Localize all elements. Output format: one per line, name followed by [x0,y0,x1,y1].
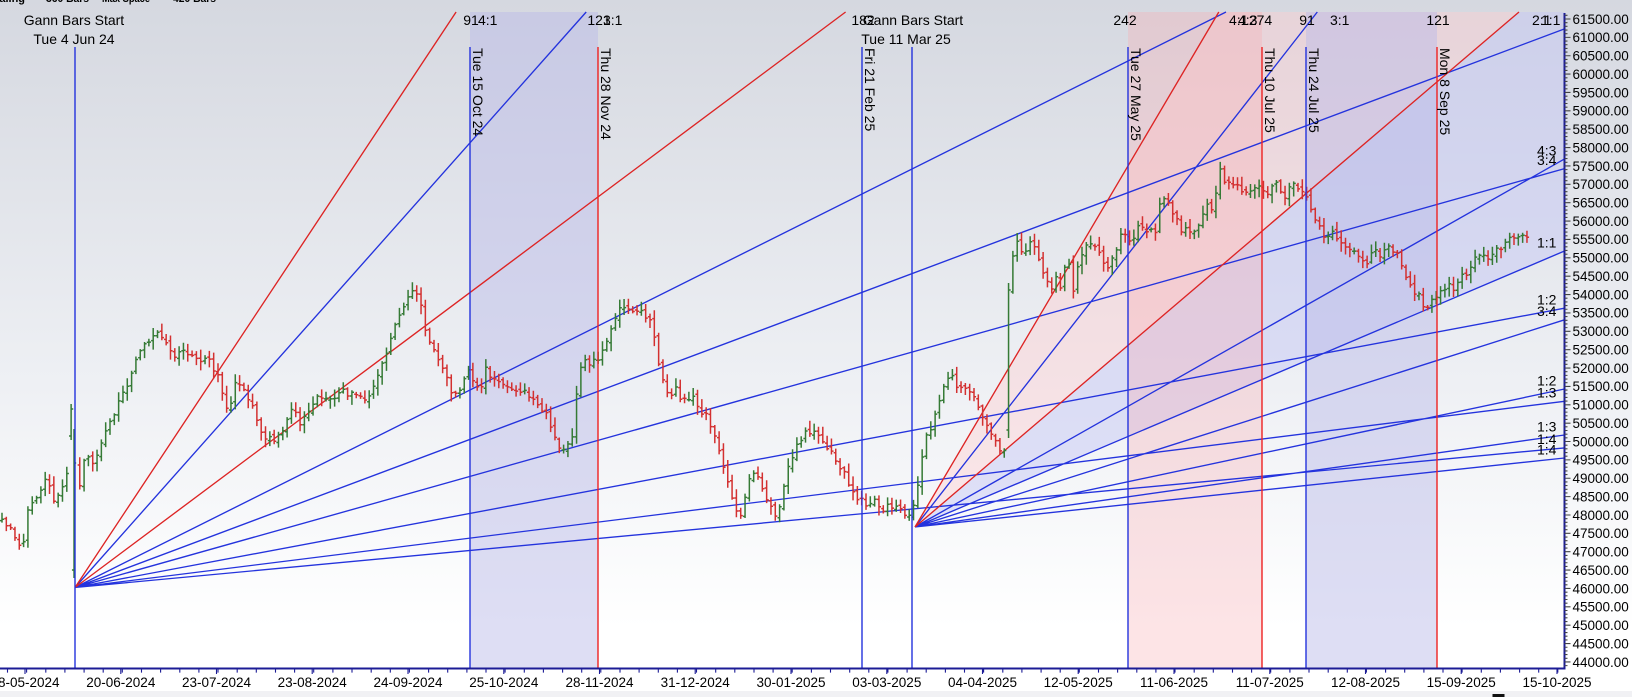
svg-text:58500.00: 58500.00 [1573,122,1629,137]
svg-text:Gann Bars Start: Gann Bars Start [24,12,124,28]
svg-text:61500.00: 61500.00 [1573,12,1629,27]
svg-text:3:4: 3:4 [1537,303,1557,319]
svg-text:Gann Bars Start: Gann Bars Start [863,12,963,28]
svg-text:30-01-2025: 30-01-2025 [756,675,825,690]
svg-text:50000.00: 50000.00 [1573,434,1629,449]
svg-text:Max Space: Max Space [102,0,150,5]
svg-text:45500.00: 45500.00 [1573,600,1629,615]
svg-text:12-05-2025: 12-05-2025 [1044,675,1113,690]
svg-text:15-10-2025: 15-10-2025 [1522,675,1591,690]
svg-text:3:4: 3:4 [1537,152,1557,168]
svg-text:51500.00: 51500.00 [1573,379,1629,394]
svg-text:47500.00: 47500.00 [1573,526,1629,541]
svg-text:Thu 10 Jul 25: Thu 10 Jul 25 [1262,48,1278,133]
svg-text:3:1: 3:1 [603,12,623,28]
svg-text:03-03-2025: 03-03-2025 [852,675,921,690]
svg-text:3:1: 3:1 [1330,12,1350,28]
svg-text:1:4: 1:4 [1537,431,1557,447]
svg-text:1:2: 1:2 [1537,373,1557,389]
svg-text:46000.00: 46000.00 [1573,581,1629,596]
svg-text:Tue 11 Mar 25: Tue 11 Mar 25 [861,31,951,47]
svg-text:57000.00: 57000.00 [1573,177,1629,192]
svg-text:48000.00: 48000.00 [1573,508,1629,523]
svg-text:121: 121 [1426,12,1450,28]
svg-text:2:1: 2:1 [1532,12,1552,28]
svg-text:52000.00: 52000.00 [1573,361,1629,376]
svg-text:Scaling: Scaling [0,0,25,5]
svg-text:54000.00: 54000.00 [1573,287,1629,302]
svg-text:Tue 27 May 25: Tue 27 May 25 [1128,48,1144,141]
svg-text:11-07-2025: 11-07-2025 [1236,675,1304,690]
svg-text:121: 121 [587,12,611,28]
svg-text:55000.00: 55000.00 [1573,251,1629,266]
svg-text:59500.00: 59500.00 [1573,85,1629,100]
svg-text:61000.00: 61000.00 [1573,30,1629,45]
svg-text:58000.00: 58000.00 [1573,140,1629,155]
svg-text:4:3: 4:3 [1238,12,1258,28]
svg-text:25-10-2024: 25-10-2024 [469,675,539,690]
svg-text:Fri 21 Feb 25: Fri 21 Feb 25 [862,48,878,131]
svg-text:56000.00: 56000.00 [1573,214,1629,229]
svg-text:60000.00: 60000.00 [1573,67,1629,82]
svg-text:55500.00: 55500.00 [1573,232,1629,247]
svg-text:47000.00: 47000.00 [1573,545,1629,560]
svg-text:20-06-2024: 20-06-2024 [86,675,156,690]
svg-text:4:3: 4:3 [1537,143,1557,159]
svg-text:50500.00: 50500.00 [1573,416,1629,431]
svg-text:420 Bars: 420 Bars [173,0,216,5]
svg-text:Mon 8 Sep 25: Mon 8 Sep 25 [1437,48,1453,135]
svg-text:56500.00: 56500.00 [1573,196,1629,211]
svg-text:52500.00: 52500.00 [1573,343,1629,358]
svg-text:31-12-2024: 31-12-2024 [661,675,731,690]
svg-text:1:2: 1:2 [1537,292,1557,308]
svg-text:23-08-2024: 23-08-2024 [278,675,348,690]
svg-text:11-06-2025: 11-06-2025 [1140,675,1208,690]
svg-text:51000.00: 51000.00 [1573,398,1629,413]
svg-text:360 Bars: 360 Bars [46,0,89,5]
svg-text:1:3: 1:3 [1537,385,1557,401]
svg-text:57500.00: 57500.00 [1573,159,1629,174]
svg-text:53500.00: 53500.00 [1573,306,1629,321]
svg-text:Tue 4 Jun 24: Tue 4 Jun 24 [33,31,114,47]
svg-text:04-04-2025: 04-04-2025 [948,675,1017,690]
svg-text:1:1: 1:1 [1537,235,1557,251]
svg-text:18-05-2024: 18-05-2024 [0,675,60,690]
svg-text:60500.00: 60500.00 [1573,49,1629,64]
svg-text:49000.00: 49000.00 [1573,471,1629,486]
svg-text:44000.00: 44000.00 [1573,655,1629,670]
svg-text:49500.00: 49500.00 [1573,453,1629,468]
svg-text:44500.00: 44500.00 [1573,636,1629,651]
svg-text:12-08-2025: 12-08-2025 [1331,675,1400,690]
svg-text:54500.00: 54500.00 [1573,269,1629,284]
svg-text:53000.00: 53000.00 [1573,324,1629,339]
svg-text:Thu 28 Nov 24: Thu 28 Nov 24 [598,48,614,140]
svg-text:4:1: 4:1 [1229,12,1249,28]
svg-text:45000.00: 45000.00 [1573,618,1629,633]
svg-text:48500.00: 48500.00 [1573,489,1629,504]
svg-text:1:1: 1:1 [1541,12,1561,28]
svg-text:4:1: 4:1 [478,12,498,28]
svg-text:91: 91 [1299,12,1315,28]
svg-text:Tue 15 Oct 24: Tue 15 Oct 24 [470,48,486,136]
svg-text:28-11-2024: 28-11-2024 [565,675,634,690]
svg-text:182: 182 [851,12,875,28]
svg-text:24-09-2024: 24-09-2024 [373,675,443,690]
svg-text:46500.00: 46500.00 [1573,563,1629,578]
svg-text:Thu 24 Jul 25: Thu 24 Jul 25 [1306,48,1322,133]
svg-text:242: 242 [1113,12,1137,28]
svg-text:1:3: 1:3 [1537,419,1557,435]
svg-text:1:4: 1:4 [1537,442,1557,458]
svg-text:59000.00: 59000.00 [1573,104,1629,119]
svg-text:15-09-2025: 15-09-2025 [1427,675,1496,690]
svg-text:91: 91 [463,12,479,28]
svg-text:274: 274 [1249,12,1273,28]
svg-text:23-07-2024: 23-07-2024 [182,675,252,690]
